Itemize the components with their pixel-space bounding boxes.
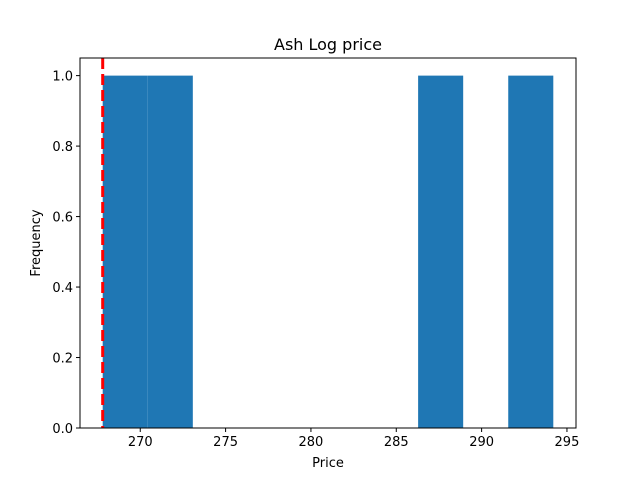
y-tick-label: 0.4: [52, 281, 73, 296]
plot-frame: [79, 57, 577, 429]
x-tick-label: 290: [469, 435, 494, 450]
x-tick-label: 295: [555, 435, 580, 450]
histogram-bar-0: [102, 75, 148, 428]
x-axis-label: Price: [312, 456, 344, 471]
y-axis-label: Frequency: [29, 209, 44, 276]
histogram-bar-1: [147, 75, 193, 428]
x-tick-label: 285: [384, 435, 409, 450]
x-tick-label: 275: [213, 435, 238, 450]
chart-title: Ash Log price: [274, 35, 382, 54]
y-tick-label: 0.0: [52, 422, 73, 437]
x-tick-label: 280: [299, 435, 324, 450]
y-tick-label: 1.0: [52, 70, 73, 85]
histogram-bar-9: [508, 75, 554, 428]
histogram-bar-7: [418, 75, 464, 428]
bar-group: [102, 75, 554, 428]
y-tick-label: 0.2: [52, 352, 73, 367]
axes-group: 270 275 280 285 290 295 0.0 0.2 0.4 0.6 0.8 1.0: [52, 57, 580, 450]
y-tick-label: 0.8: [52, 140, 73, 155]
y-tick-label: 0.6: [52, 211, 73, 226]
x-tick-label: 270: [128, 435, 153, 450]
